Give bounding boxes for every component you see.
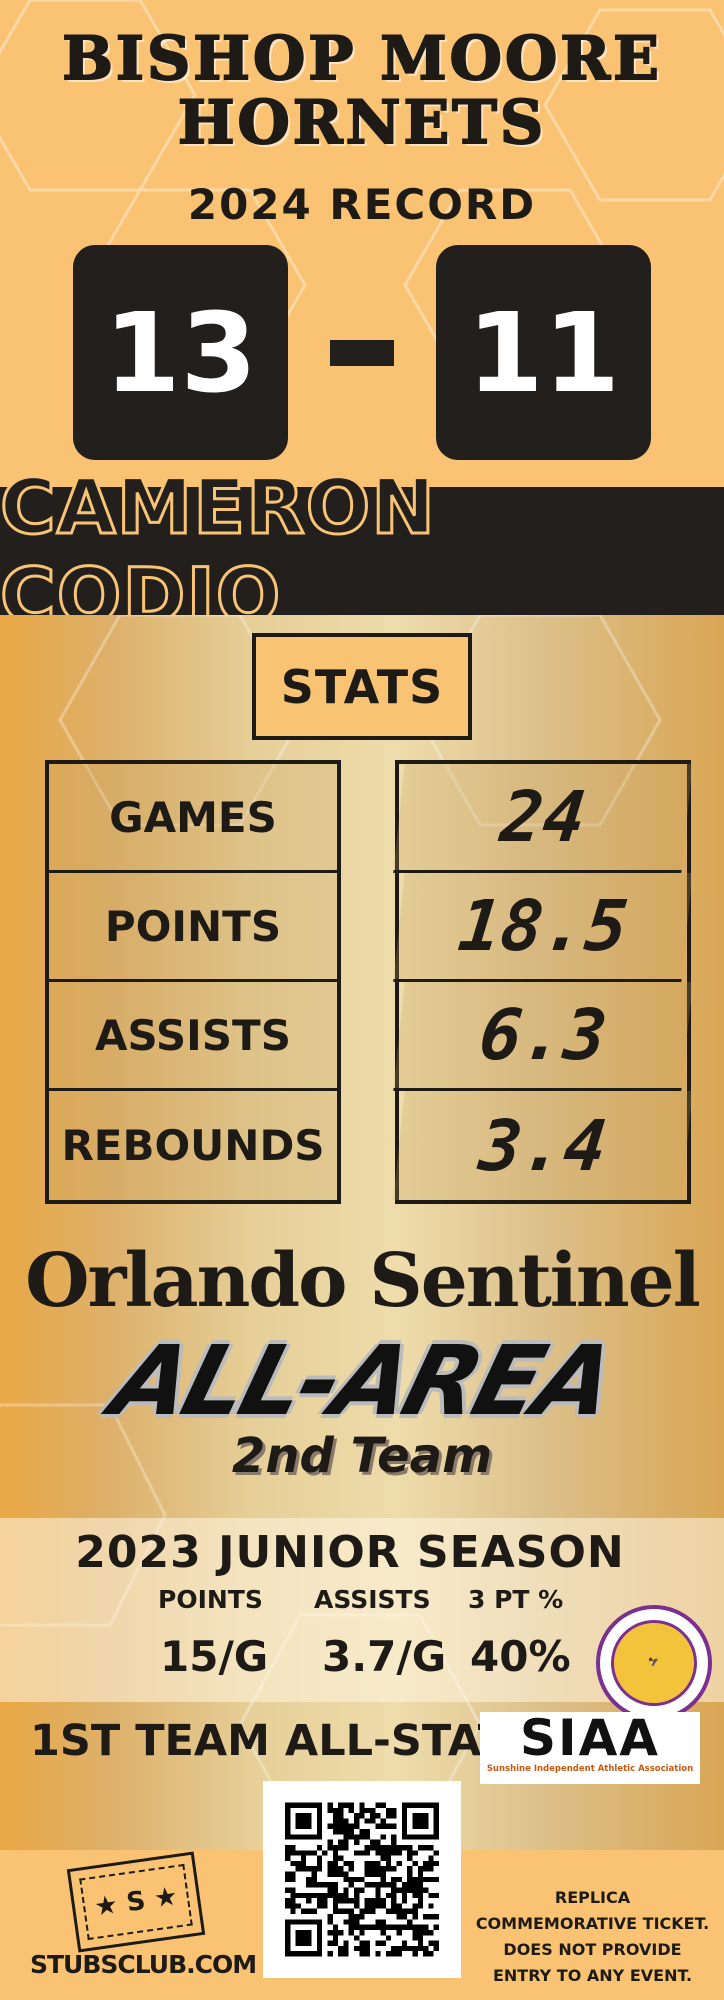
record-label: 2024 RECORD (187, 180, 537, 229)
stat-value-rebounds: 3.4 (393, 1091, 693, 1200)
ticket-icon: ★ S ★ (66, 1851, 206, 1953)
losses-score: 11 (436, 245, 651, 460)
stat-value-games: 24 (393, 764, 693, 873)
stat-label-games: GAMES (49, 764, 337, 873)
montverde-academy-logo: 🦅 (596, 1605, 712, 1721)
siaa-logo: SIAA Sunshine Independent Athletic Assoc… (480, 1712, 700, 1784)
stats-heading: STATS (252, 633, 472, 740)
player-name: CAMERON CODIO (0, 461, 436, 642)
team-name-line2: HORNETS (177, 88, 547, 158)
stats-values: 24 18.5 6.3 3.4 (393, 760, 693, 1204)
junior-header-3pt: 3 PT % (468, 1585, 564, 1614)
junior-season-title: 2023 JUNIOR SEASON (75, 1527, 625, 1578)
stubsclub-link[interactable]: STUBSCLUB.COM (30, 1950, 257, 1979)
junior-value-3pt: 40% (470, 1632, 571, 1681)
stat-label-points: POINTS (49, 873, 337, 982)
award-team: 2nd Team (231, 1428, 493, 1484)
orlando-sentinel-logo: Orlando Sentinel (25, 1238, 701, 1324)
stats-labels: GAMES POINTS ASSISTS REBOUNDS (45, 760, 341, 1204)
stat-value-points: 18.5 (393, 873, 693, 982)
junior-value-points: 15/G (160, 1632, 269, 1681)
team-name-line1: BISHOP MOORE (61, 24, 662, 94)
disclaimer: REPLICA COMMEMORATIVE TICKET. DOES NOT P… (475, 1888, 710, 1985)
stat-value-assists: 6.3 (393, 982, 693, 1091)
junior-header-points: POINTS (158, 1585, 263, 1614)
score-separator (330, 340, 394, 366)
wins-score: 13 (73, 245, 288, 460)
qr-code[interactable] (263, 1781, 461, 1978)
stat-label-rebounds: REBOUNDS (49, 1091, 337, 1200)
junior-value-assists: 3.7/G (322, 1632, 447, 1681)
junior-header-assists: ASSISTS (314, 1585, 431, 1614)
player-name-band: CAMERON CODIO (0, 461, 724, 642)
stat-label-assists: ASSISTS (49, 982, 337, 1091)
all-area-title: ALL-AREA (100, 1325, 624, 1437)
all-state-label: 1ST TEAM ALL-STATE (30, 1716, 537, 1766)
